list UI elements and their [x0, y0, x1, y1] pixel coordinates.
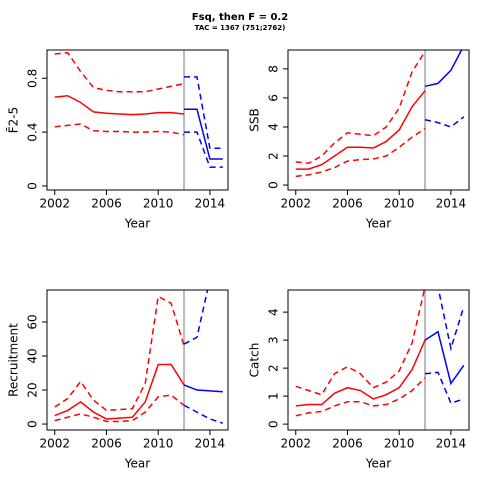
panel: 2002 2006 2010 2014 0 0.4 0.8 Year F̄2-5 — [6, 49, 229, 231]
x-tick-label: 2010 — [384, 437, 415, 451]
y-tick-label: 4 — [267, 308, 281, 316]
plot-frame — [287, 49, 470, 191]
series-line — [54, 394, 185, 423]
x-tick-label: 2014 — [195, 437, 226, 451]
chart-title: Fsq, then F = 0.2 — [192, 12, 288, 23]
x-tick-label: 2002 — [39, 437, 70, 451]
series-line — [183, 404, 224, 424]
x-tick-label: 2002 — [280, 437, 311, 451]
y-axis-label: F̄2-5 — [6, 107, 20, 134]
series-line — [424, 330, 465, 386]
x-tick-label: 2006 — [332, 197, 363, 211]
series-line — [295, 339, 426, 407]
plot-frame — [46, 49, 229, 191]
x-tick-label: 2006 — [91, 437, 122, 451]
y-tick-label: 0.4 — [26, 123, 40, 142]
series-line — [424, 116, 465, 128]
y-tick-label: 0 — [26, 182, 40, 190]
series-line — [295, 127, 426, 178]
y-tick-label: 2 — [267, 364, 281, 372]
plot-frame — [46, 289, 229, 431]
y-tick-label: 0 — [267, 420, 281, 428]
series-line — [295, 377, 426, 417]
y-tick-label: 0.8 — [26, 69, 40, 88]
series-line — [54, 94, 185, 116]
y-tick-label: 4 — [267, 123, 281, 131]
series-line — [295, 51, 426, 165]
series-line — [54, 363, 185, 420]
x-tick-label: 2010 — [384, 197, 415, 211]
y-tick-label: 60 — [26, 314, 40, 329]
series-line — [295, 290, 426, 396]
x-axis-label: Year — [124, 457, 150, 471]
series-line — [54, 51, 185, 93]
y-tick-label: 2 — [267, 152, 281, 160]
x-tick-label: 2014 — [436, 437, 467, 451]
x-tick-label: 2010 — [143, 437, 174, 451]
x-tick-label: 2002 — [39, 197, 70, 211]
x-tick-label: 2010 — [143, 197, 174, 211]
series-line — [183, 290, 209, 345]
x-tick-label: 2002 — [280, 197, 311, 211]
series-line — [424, 50, 463, 88]
y-axis-label: Catch — [248, 343, 262, 378]
series-line — [183, 384, 223, 393]
panel: 2002 2006 2010 2014 0 1 2 3 4 Year Catch — [248, 289, 470, 471]
series-line — [54, 123, 185, 136]
series-line — [184, 76, 223, 150]
y-axis-label: Recruitment — [7, 323, 21, 397]
y-tick-label: 40 — [26, 348, 40, 363]
panel: 2002 2006 2010 2014 0 20 40 60 Year Recruitment — [7, 289, 229, 471]
x-tick-label: 2014 — [436, 197, 467, 211]
plot-frame — [287, 289, 470, 431]
x-axis-label: Year — [365, 217, 391, 231]
series-line — [424, 371, 465, 405]
x-tick-label: 2006 — [91, 197, 122, 211]
series-line — [184, 131, 223, 168]
panel: 2002 2006 2010 2014 0 2 4 6 8 Year SSB — [248, 49, 470, 231]
y-tick-label: 6 — [267, 94, 281, 102]
x-tick-label: 2006 — [332, 437, 363, 451]
x-tick-label: 2014 — [195, 197, 226, 211]
y-tick-label: 3 — [267, 336, 281, 344]
series-line — [184, 108, 223, 160]
series-line — [437, 290, 465, 352]
y-axis-label: SSB — [248, 108, 262, 131]
y-tick-label: 0 — [26, 420, 40, 428]
y-tick-label: 8 — [267, 65, 281, 73]
series-line — [295, 90, 426, 170]
chart-subtitle: TAC = 1367 (751;2762) — [195, 24, 286, 32]
series-line — [54, 295, 185, 412]
x-axis-label: Year — [124, 217, 150, 231]
x-axis-label: Year — [365, 457, 391, 471]
y-tick-label: 20 — [26, 382, 40, 397]
y-tick-label: 1 — [267, 392, 281, 400]
y-tick-label: 0 — [267, 181, 281, 189]
